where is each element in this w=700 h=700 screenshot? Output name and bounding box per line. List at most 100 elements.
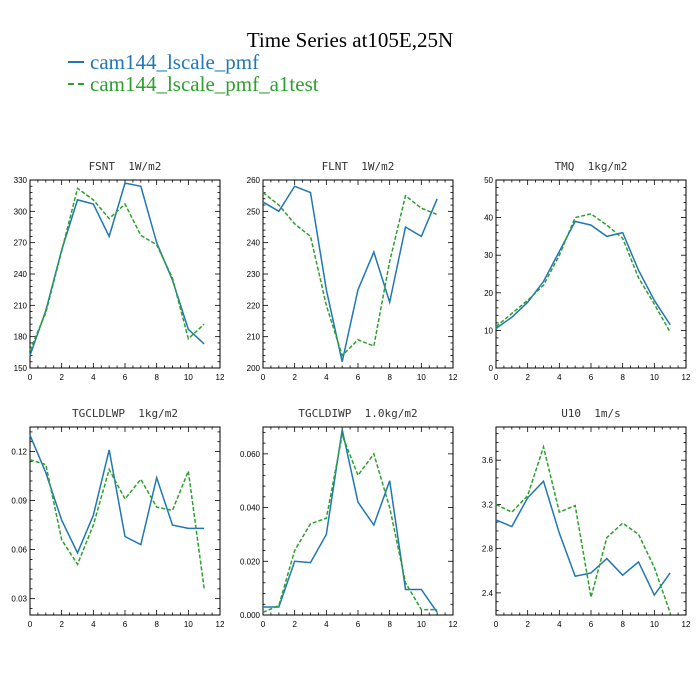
- x-tick-label: 8: [387, 373, 392, 382]
- x-tick-label: 0: [494, 373, 499, 382]
- x-tick-label: 2: [525, 373, 530, 382]
- y-tick-label: 0.020: [240, 557, 261, 566]
- y-tick-label: 0.000: [240, 611, 261, 620]
- y-tick-label: 180: [14, 333, 28, 342]
- legend-entry-2: cam144_lscale_pmf_a1test: [68, 71, 319, 96]
- plot-frame: [262, 426, 454, 616]
- panel-u10: U10 1m/s 0 2 4 6 8 10 12 2.4 2.8 3.2 3.6: [482, 407, 691, 629]
- series-line-2: [29, 187, 205, 351]
- x-tick-label: 4: [91, 373, 96, 382]
- panel-title: TGCLDIWP 1.0kg/m2: [298, 407, 417, 420]
- x-tick-label: 10: [650, 620, 659, 629]
- legend: cam144_lscale_pmf cam144_lscale_pmf_a1te…: [68, 49, 319, 96]
- y-tick-label: 210: [14, 301, 28, 310]
- y-tick-label: 220: [247, 301, 261, 310]
- panel-title: U10 1m/s: [561, 407, 621, 420]
- y-tick-label: 10: [484, 326, 493, 335]
- legend-swatch-2: [68, 83, 84, 85]
- y-tick-label: 0.03: [11, 595, 27, 604]
- x-tick-label: 8: [620, 620, 625, 629]
- panel-title: TMQ 1kg/m2: [555, 160, 628, 173]
- chart-3: TMQ 1kg/m2 0 2 4 6 8 10 12 0 10 20 30 40 50: [484, 160, 691, 382]
- series-line-2: [495, 213, 671, 333]
- series-line-1: [495, 220, 671, 330]
- panel-tgcldlwp: TGCLDLWP 1kg/m2 0 2 4 6 8 10 12 0.03 0.06 0.09 0.12: [11, 407, 225, 629]
- y-tick-label: 2.8: [482, 545, 494, 554]
- x-tick-label: 8: [620, 373, 625, 382]
- plot-frame: [495, 179, 687, 369]
- x-tick-label: 4: [557, 373, 562, 382]
- x-tick-label: 12: [682, 373, 691, 382]
- y-tick-label: 330: [14, 176, 28, 185]
- y-tick-label: 210: [247, 333, 261, 342]
- y-tick-label: 270: [14, 239, 28, 248]
- x-tick-label: 4: [324, 620, 329, 629]
- chart-2: FLNT 1W/m2 0 2 4 6 8 10 12 200 210 220 230 240 250 260: [247, 160, 458, 382]
- legend-entry-1: cam144_lscale_pmf: [68, 49, 319, 74]
- panel-tgcldiwp: TGCLDIWP 1.0kg/m2 0 2 4 6 8 10 12 0.000 0.020 0.04…: [240, 407, 458, 629]
- x-tick-label: 10: [184, 373, 193, 382]
- chart-5: TGCLDIWP 1.0kg/m2 0 2 4 6 8 10 12 0.000 0.020 0.04…: [240, 407, 458, 629]
- x-tick-label: 10: [417, 620, 426, 629]
- y-tick-label: 0.09: [11, 497, 27, 506]
- y-tick-label: 200: [247, 364, 261, 373]
- x-tick-label: 2: [292, 620, 297, 629]
- legend-label-2: cam144_lscale_pmf_a1test: [90, 71, 319, 96]
- panel-tmq: TMQ 1kg/m2 0 2 4 6 8 10 12 0 10 20 30 40 50: [484, 160, 691, 382]
- y-tick-label: 260: [247, 176, 261, 185]
- y-tick-label: 30: [484, 251, 493, 260]
- x-tick-label: 2: [292, 373, 297, 382]
- y-tick-label: 20: [484, 289, 493, 298]
- y-tick-label: 300: [14, 207, 28, 216]
- y-tick-label: 50: [484, 176, 493, 185]
- x-tick-label: 0: [261, 620, 266, 629]
- y-tick-label: 0.06: [11, 546, 27, 555]
- x-tick-label: 10: [417, 373, 426, 382]
- plot-frame: [495, 426, 687, 616]
- chart-6: U10 1m/s 0 2 4 6 8 10 12 2.4 2.8 3.2 3.6: [482, 407, 691, 629]
- x-tick-label: 4: [557, 620, 562, 629]
- panel-title: FSNT 1W/m2: [89, 160, 162, 173]
- x-tick-label: 2: [59, 620, 64, 629]
- x-tick-label: 12: [682, 620, 691, 629]
- y-tick-label: 230: [247, 270, 261, 279]
- x-tick-label: 10: [650, 373, 659, 382]
- x-tick-label: 0: [28, 620, 33, 629]
- x-tick-label: 6: [123, 373, 128, 382]
- x-tick-label: 12: [449, 620, 458, 629]
- x-tick-label: 6: [356, 373, 361, 382]
- panel-title: FLNT 1W/m2: [322, 160, 395, 173]
- x-tick-label: 10: [184, 620, 193, 629]
- x-tick-label: 12: [216, 373, 225, 382]
- y-tick-label: 150: [14, 364, 28, 373]
- x-tick-label: 12: [449, 373, 458, 382]
- x-tick-label: 8: [154, 620, 159, 629]
- legend-swatch-1: [68, 61, 84, 63]
- series-line-2: [29, 458, 205, 589]
- y-tick-label: 0.060: [240, 450, 261, 459]
- x-tick-label: 6: [356, 620, 361, 629]
- legend-label-1: cam144_lscale_pmf: [90, 49, 260, 74]
- panel-fsnt: FSNT 1W/m2 0 2 4 6 8 10 12 150 180 210 240 270 300 330: [14, 160, 225, 382]
- series-line-1: [29, 434, 205, 555]
- y-tick-label: 0.040: [240, 504, 261, 513]
- plot-frame: [29, 426, 221, 616]
- chart-1: FSNT 1W/m2 0 2 4 6 8 10 12 150 180 210 240 270 300 330: [14, 160, 225, 382]
- figure-title: Time Series at105E,25N: [246, 28, 454, 52]
- plot-frame: [29, 179, 221, 369]
- x-tick-label: 6: [123, 620, 128, 629]
- y-tick-label: 0: [489, 364, 494, 373]
- x-tick-label: 12: [216, 620, 225, 629]
- y-tick-label: 240: [14, 270, 28, 279]
- x-tick-label: 4: [91, 620, 96, 629]
- series-line-1: [263, 429, 438, 613]
- chart-4: TGCLDLWP 1kg/m2 0 2 4 6 8 10 12 0.03 0.06 0.09 0.12: [11, 407, 225, 629]
- y-tick-label: 40: [484, 214, 493, 223]
- y-tick-label: 3.2: [482, 500, 494, 509]
- y-tick-label: 240: [247, 239, 261, 248]
- x-tick-label: 4: [324, 373, 329, 382]
- x-tick-label: 6: [589, 620, 594, 629]
- x-tick-label: 0: [28, 373, 33, 382]
- panel-flnt: FLNT 1W/m2 0 2 4 6 8 10 12 200 210 220 230 240 250 260: [247, 160, 458, 382]
- series-line-1: [495, 479, 671, 597]
